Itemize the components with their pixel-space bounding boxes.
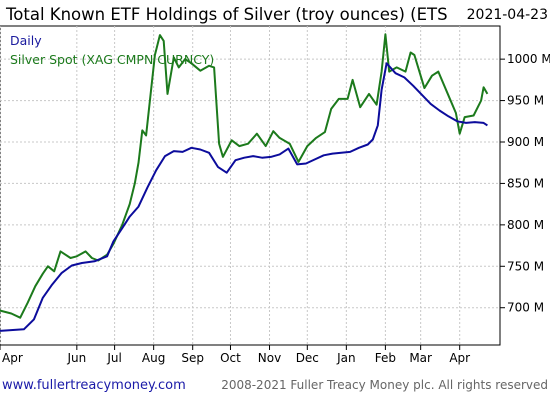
- y-tick-label: 900 M: [507, 135, 544, 149]
- footer-link[interactable]: www.fullertreacymoney.com: [2, 378, 186, 393]
- x-tick-label: Sep: [181, 351, 204, 365]
- series-layer: [0, 33, 489, 332]
- legend-daily: Daily: [10, 33, 42, 48]
- x-tick-label: Oct: [220, 351, 241, 365]
- y-tick-label: 1000 M: [507, 52, 550, 66]
- y-tick-label: 700 M: [507, 301, 544, 315]
- x-tick-label: Jun: [66, 351, 86, 365]
- x-tick-label: Mar: [409, 351, 432, 365]
- y-tick-label: 800 M: [507, 218, 544, 232]
- y-tick-label: 950 M: [507, 94, 544, 108]
- series-line-daily: [0, 62, 488, 332]
- x-tick-label: Apr: [449, 351, 470, 365]
- date-box: [457, 3, 550, 25]
- series-line-silver-spot: [0, 33, 489, 319]
- chart-title: Total Known ETF Holdings of Silver (troy…: [5, 5, 448, 24]
- x-tick-label: Apr: [2, 351, 23, 365]
- chart-date: 2021-04-23: [467, 7, 548, 23]
- y-tick-label: 850 M: [507, 176, 544, 190]
- x-tick-label: Feb: [375, 351, 396, 365]
- x-tick-label: Nov: [258, 351, 281, 365]
- plot-area: [0, 25, 501, 346]
- y-tick-label: 750 M: [507, 259, 544, 273]
- y-axis: 700 M 750 M 800 M 850 M 900 M 950 M 1000 M: [500, 52, 550, 315]
- legend-silver-spot: Silver Spot (XAG CMPN CURNCY): [10, 52, 214, 67]
- footer-copyright: 2008-2021 Fuller Treacy Money plc. All r…: [221, 378, 548, 392]
- x-tick-label: Jan: [336, 351, 356, 365]
- x-axis: Apr Jun Jul Aug Sep Oct Nov Dec Jan Feb Mar Apr: [0, 345, 470, 365]
- x-tick-label: Jul: [106, 351, 121, 365]
- x-tick-label: Dec: [296, 351, 319, 365]
- x-tick-label: Aug: [142, 351, 165, 365]
